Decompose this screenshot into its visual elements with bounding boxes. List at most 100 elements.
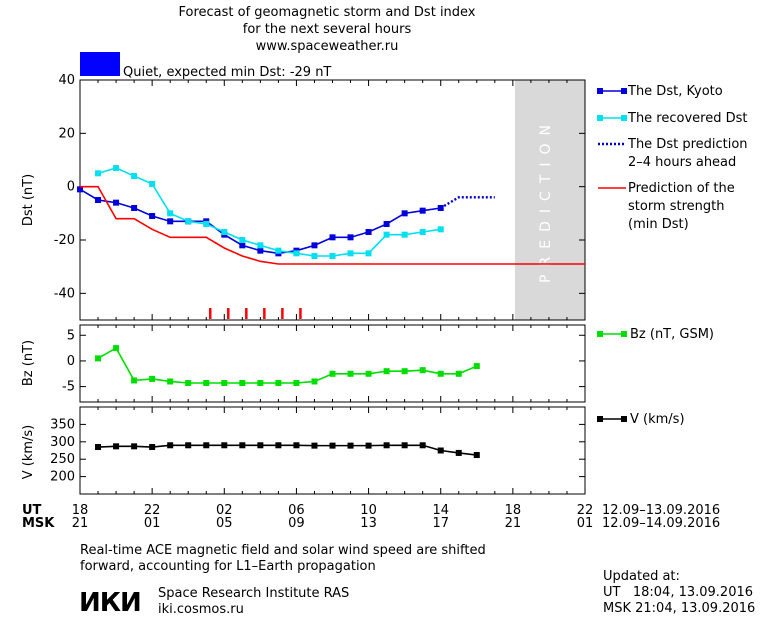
series-line-v-0 xyxy=(98,444,477,456)
data-point xyxy=(113,165,120,171)
data-point xyxy=(131,173,138,179)
y-tick-label: -20 xyxy=(54,233,75,248)
series-line-dst-3 xyxy=(80,185,585,265)
legend-label: 2–4 hours ahead xyxy=(628,155,736,170)
data-point xyxy=(203,221,210,227)
data-point xyxy=(347,370,354,377)
data-point xyxy=(347,234,354,241)
y-tick-label: 20 xyxy=(58,126,75,141)
legend-label: The recovered Dst xyxy=(627,111,747,126)
legend-marker xyxy=(597,331,603,337)
data-point xyxy=(311,442,318,449)
y-tick-label: 5 xyxy=(67,328,75,343)
msk-tick-label: 09 xyxy=(288,516,305,531)
data-point xyxy=(239,237,246,243)
data-point xyxy=(275,442,282,449)
msk-axis-label: MSK xyxy=(22,516,55,531)
site-url: www.spaceweather.ru xyxy=(256,39,399,54)
data-point xyxy=(131,205,138,211)
data-point xyxy=(167,378,174,385)
msk-tick-label: 21 xyxy=(72,516,89,531)
data-point xyxy=(221,442,228,449)
data-point xyxy=(275,380,282,387)
y-tick-label: 250 xyxy=(50,452,75,467)
v-y-axis: 350 300 250 200 xyxy=(50,407,586,494)
ut-tick-label: 22 xyxy=(577,503,594,518)
y-tick-label: 0 xyxy=(67,354,75,369)
y-tick-label: 200 xyxy=(50,470,75,485)
data-point xyxy=(347,442,354,449)
v-series xyxy=(95,442,480,459)
data-point xyxy=(221,380,228,387)
data-point xyxy=(437,370,444,377)
data-point xyxy=(221,229,228,235)
data-point xyxy=(203,380,210,387)
data-point xyxy=(365,442,372,449)
ut-tick-label: 18 xyxy=(505,503,522,518)
ut-axis-label: UT xyxy=(22,503,42,518)
data-point xyxy=(113,345,120,352)
series-line-bz-0 xyxy=(97,347,478,384)
bz-y-axis: 5 0 -5 xyxy=(62,325,586,402)
data-point xyxy=(185,442,192,449)
legend-label: Bz (nT, GSM) xyxy=(630,327,714,342)
data-point xyxy=(149,375,156,382)
note-line1: Real-time ACE magnetic field and solar w… xyxy=(80,543,486,558)
data-point xyxy=(437,447,444,454)
chart-title-line1: Forecast of geomagnetic storm and Dst in… xyxy=(178,5,475,20)
data-point xyxy=(257,242,264,249)
ut-tick-label: 02 xyxy=(216,503,233,518)
data-point xyxy=(329,370,336,377)
data-point xyxy=(293,442,300,449)
legend-label: The Dst, Kyoto xyxy=(627,84,723,99)
legend-marker xyxy=(621,331,627,337)
data-point xyxy=(185,218,192,225)
legend-label: Prediction of the xyxy=(628,181,735,196)
data-point xyxy=(455,370,462,377)
data-point xyxy=(365,250,372,257)
data-point xyxy=(113,443,120,450)
dst-y-axis: 40 20 0 -20 -40 xyxy=(54,73,586,320)
data-point xyxy=(257,380,264,387)
data-point xyxy=(95,355,102,362)
data-point xyxy=(77,186,83,193)
data-point xyxy=(347,250,354,257)
data-point xyxy=(419,367,426,374)
bz-plot-frame xyxy=(79,324,586,403)
note-line2: forward, accounting for L1–Earth propaga… xyxy=(80,559,376,574)
data-point xyxy=(185,380,192,387)
msk-tick-label: 21 xyxy=(505,516,522,531)
data-point xyxy=(95,444,102,451)
data-point xyxy=(257,247,264,254)
v-panel: 350 300 250 200 V (km/s) xyxy=(21,406,586,495)
data-point xyxy=(365,370,372,377)
data-point xyxy=(419,442,426,449)
data-point xyxy=(437,226,444,233)
data-point xyxy=(167,218,174,225)
data-point xyxy=(473,452,480,459)
data-point xyxy=(329,253,336,259)
legend-label: storm strength xyxy=(628,199,725,214)
legend-marker xyxy=(621,416,627,422)
data-point xyxy=(149,181,156,187)
status-color-box xyxy=(80,52,120,76)
iki-logo: ИКИ xyxy=(79,588,141,618)
data-point xyxy=(473,363,480,370)
y-tick-label: 350 xyxy=(50,417,75,432)
msk-tick-label: 05 xyxy=(216,516,233,531)
ut-tick-label: 18 xyxy=(72,503,89,518)
data-point xyxy=(293,380,300,387)
data-point xyxy=(419,207,426,214)
y-tick-label: 40 xyxy=(58,73,75,88)
data-point xyxy=(239,442,246,449)
updated-label: Updated at: xyxy=(603,569,680,584)
ut-date-range: 12.09–13.09.2016 xyxy=(602,503,720,518)
updated-ut: UT 18:04, 13.09.2016 xyxy=(603,585,753,600)
prediction-band-label: PREDICTION xyxy=(538,117,554,283)
data-point xyxy=(239,380,246,387)
msk-tick-label: 17 xyxy=(432,516,449,531)
data-point xyxy=(131,377,138,384)
data-point xyxy=(95,197,102,203)
